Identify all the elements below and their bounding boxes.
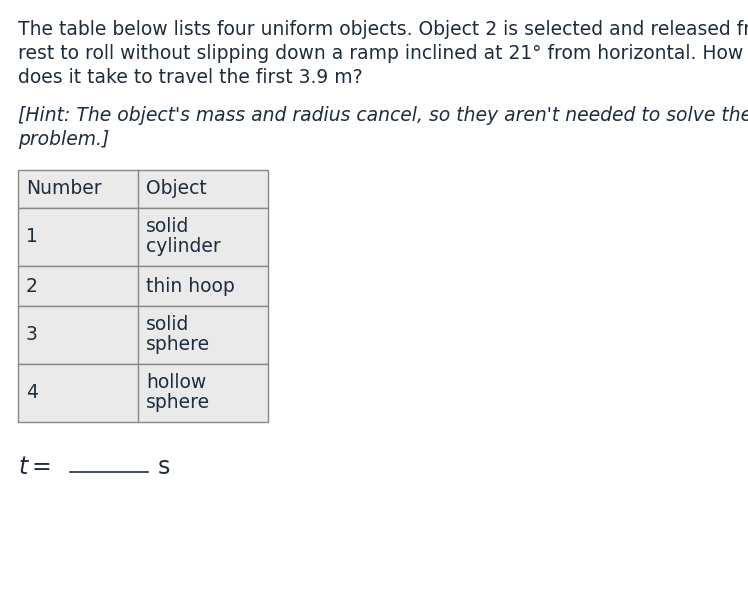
Text: Number: Number <box>26 179 102 198</box>
Text: $t =$: $t =$ <box>18 455 51 479</box>
Text: rest to roll without slipping down a ramp inclined at 21° from horizontal. How l: rest to roll without slipping down a ram… <box>18 44 748 63</box>
Bar <box>18 306 268 364</box>
Text: 3: 3 <box>26 326 38 345</box>
Bar <box>18 364 268 422</box>
Bar <box>18 208 268 266</box>
Text: cylinder: cylinder <box>146 237 221 256</box>
Text: sphere: sphere <box>146 336 210 355</box>
Text: solid: solid <box>146 217 189 236</box>
Text: [Hint: The object's mass and radius cancel, so they aren't needed to solve the: [Hint: The object's mass and radius canc… <box>18 106 748 125</box>
Text: 4: 4 <box>26 384 38 403</box>
Text: s: s <box>158 455 171 479</box>
Text: problem.]: problem.] <box>18 130 109 149</box>
Text: 1: 1 <box>26 227 38 246</box>
Bar <box>18 170 268 208</box>
Text: sphere: sphere <box>146 394 210 413</box>
Text: solid: solid <box>146 316 189 334</box>
Text: thin hoop: thin hoop <box>146 276 235 295</box>
Text: 2: 2 <box>26 276 38 295</box>
Text: does it take to travel the first 3.9 m?: does it take to travel the first 3.9 m? <box>18 68 363 87</box>
Bar <box>18 266 268 306</box>
Text: Object: Object <box>146 179 206 198</box>
Text: hollow: hollow <box>146 374 206 392</box>
Text: The table below lists four uniform objects. Object 2 is selected and released fr: The table below lists four uniform objec… <box>18 20 748 39</box>
